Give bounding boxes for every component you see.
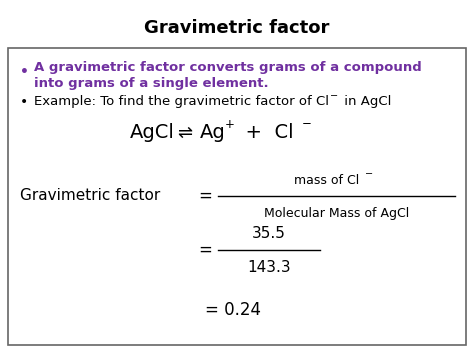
Text: A gravimetric factor converts grams of a compound: A gravimetric factor converts grams of a… xyxy=(34,61,422,75)
Text: = 0.24: = 0.24 xyxy=(205,301,261,319)
Text: into grams of a single element.: into grams of a single element. xyxy=(34,77,269,91)
Text: =: = xyxy=(198,187,212,205)
Text: in AgCl: in AgCl xyxy=(340,95,392,109)
Text: •: • xyxy=(20,65,29,79)
Text: Ag: Ag xyxy=(200,124,226,142)
Text: Gravimetric factor: Gravimetric factor xyxy=(144,19,330,37)
Text: mass of Cl: mass of Cl xyxy=(294,174,359,186)
Text: •: • xyxy=(20,95,28,109)
Text: −: − xyxy=(302,118,312,131)
Text: AgCl: AgCl xyxy=(130,124,175,142)
Text: −: − xyxy=(365,169,374,179)
Text: Molecular Mass of AgCl: Molecular Mass of AgCl xyxy=(264,207,409,219)
Text: =: = xyxy=(198,241,212,259)
Text: ⇌: ⇌ xyxy=(177,124,192,142)
Text: 35.5: 35.5 xyxy=(252,226,286,241)
Text: +: + xyxy=(225,118,235,131)
Text: Example: To find the gravimetric factor of Cl: Example: To find the gravimetric factor … xyxy=(34,95,329,109)
Text: −: − xyxy=(330,91,338,101)
Text: Gravimetric factor: Gravimetric factor xyxy=(20,189,160,203)
Text: 143.3: 143.3 xyxy=(247,260,291,274)
Text: +  Cl: + Cl xyxy=(233,124,293,142)
FancyBboxPatch shape xyxy=(8,48,466,345)
